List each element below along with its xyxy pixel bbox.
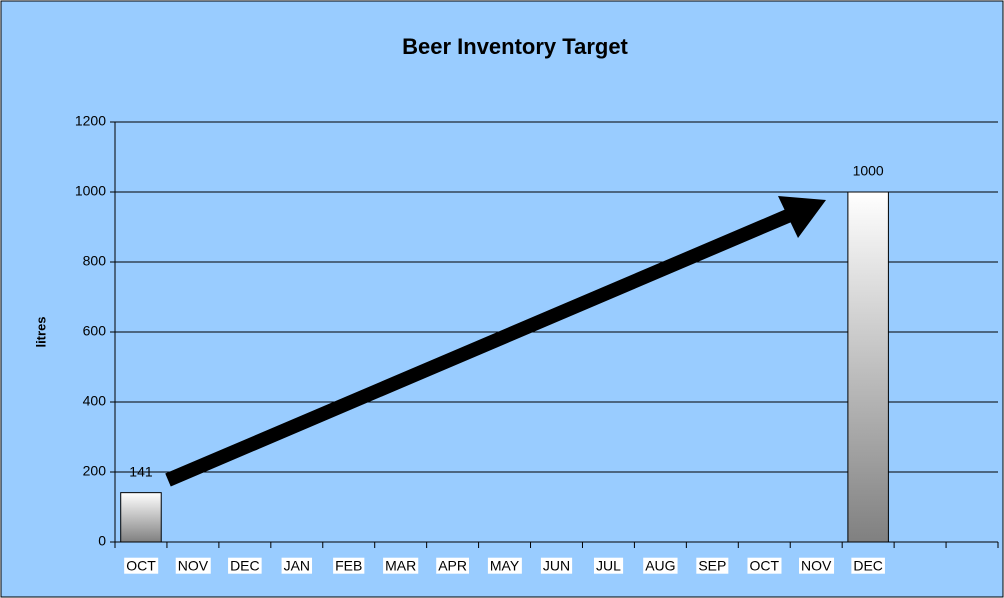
chart-title: Beer Inventory Target — [402, 34, 628, 59]
trend-arrow — [165, 208, 793, 487]
x-tick-label: OCT — [749, 558, 779, 574]
x-tick-label: FEB — [335, 558, 362, 574]
x-tick-label-bg — [436, 557, 470, 574]
x-tick-label-bg — [175, 557, 211, 574]
x-tick-label: OCT — [126, 558, 156, 574]
x-tick-label-bg — [799, 557, 835, 574]
x-tick-label: JUN — [543, 558, 570, 574]
y-tick-label: 200 — [83, 463, 107, 479]
x-tick-label: MAY — [490, 558, 520, 574]
value-label: 141 — [129, 463, 153, 479]
value-label: 1000 — [853, 163, 884, 179]
x-tick-label: JUL — [596, 558, 621, 574]
y-tick-label: 400 — [83, 393, 107, 409]
x-tick-label-bg — [487, 557, 522, 574]
y-tick-label: 1200 — [75, 113, 106, 129]
x-tick-label: NOV — [178, 558, 209, 574]
x-tick-label-bg — [643, 557, 678, 574]
x-tick-label-bg — [383, 557, 419, 574]
x-tick-label-bg — [281, 557, 313, 574]
y-axis-label: litres — [33, 316, 48, 347]
x-tick-label-bg — [851, 557, 885, 574]
x-tick-label-bg — [696, 557, 729, 574]
y-tick-label: 1000 — [75, 183, 106, 199]
x-tick-label: SEP — [698, 558, 726, 574]
x-tick-label: APR — [438, 558, 467, 574]
y-tick-label: 800 — [83, 253, 107, 269]
x-tick-label-bg — [333, 557, 365, 574]
y-tick-label: 0 — [98, 533, 106, 549]
x-tick-label-bg — [228, 557, 262, 574]
bar — [120, 492, 162, 543]
y-tick-label: 600 — [83, 323, 107, 339]
x-tick-label-bg — [124, 557, 159, 574]
decoration — [165, 196, 826, 487]
x-tick-label: DEC — [230, 558, 260, 574]
x-tick-label-bg — [593, 557, 624, 574]
x-tick-label: JAN — [284, 558, 310, 574]
x-tick-label: MAR — [385, 558, 416, 574]
arrow-head — [778, 196, 826, 238]
x-tick-label-bg — [540, 557, 573, 574]
bar — [847, 191, 889, 543]
x-tick-label: NOV — [801, 558, 832, 574]
x-tick-label: DEC — [853, 558, 883, 574]
x-tick-label: AUG — [645, 558, 675, 574]
x-tick-label-bg — [747, 557, 782, 574]
